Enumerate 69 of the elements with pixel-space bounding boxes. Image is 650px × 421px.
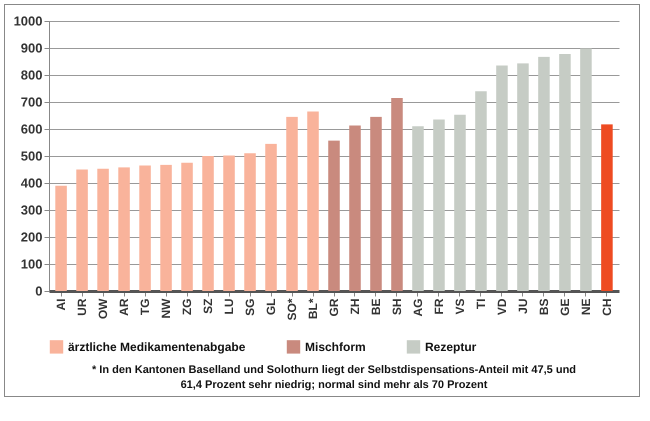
y-tick-label: 100: [20, 256, 42, 272]
bar: [97, 168, 109, 291]
bar: [517, 63, 529, 291]
bar: [454, 114, 466, 291]
x-tick-label: NW: [159, 298, 174, 318]
y-tick-label: 500: [20, 148, 42, 164]
y-tick-label: 900: [20, 40, 42, 56]
bar: [202, 156, 214, 291]
x-tick-label: SH: [390, 298, 404, 316]
y-tick-label: 800: [20, 68, 42, 82]
x-tick-label: BS: [536, 298, 551, 316]
x-tick-label: BL*: [306, 298, 320, 320]
bar: [601, 124, 613, 291]
bar: [139, 165, 151, 291]
bar: [286, 116, 298, 291]
bar: [76, 170, 88, 291]
bar: [118, 167, 130, 291]
bar: [370, 116, 382, 291]
y-tick-label: 200: [20, 230, 42, 244]
legend-label: ärztliche Medikamentenabgabe: [68, 340, 246, 354]
x-tick-label: AR: [117, 298, 132, 316]
x-tick-label: SZ: [201, 298, 216, 314]
x-tick-label: ZH: [348, 298, 362, 314]
bar: [391, 98, 403, 291]
x-tick-label: TI: [474, 298, 488, 310]
bar: [559, 54, 571, 291]
y-tick-label: 600: [20, 122, 42, 136]
x-tick-label: ZG: [180, 298, 194, 316]
y-tick-label: 400: [20, 176, 42, 190]
bar: [328, 140, 340, 291]
bar: [538, 56, 550, 291]
x-tick-label: OW: [96, 298, 110, 320]
x-tick-label: SO*: [285, 298, 300, 321]
x-tick-label: GR: [327, 298, 341, 316]
x-tick-label: FR: [432, 298, 446, 314]
x-tick-label: GE: [558, 298, 572, 316]
bar: [265, 144, 277, 291]
bar: [244, 153, 256, 291]
x-tick-label: AG: [410, 298, 425, 316]
y-tick-label: 1000: [14, 14, 42, 28]
bar: [181, 162, 193, 291]
x-tick-label: BE: [368, 298, 383, 316]
legend-label: Rezeptur: [425, 340, 477, 354]
bar: [307, 111, 319, 291]
x-tick-label: GL: [264, 298, 278, 316]
x-tick-label: CH: [600, 298, 614, 316]
x-tick-label: UR: [75, 298, 90, 316]
x-tick-label: TG: [138, 298, 152, 316]
x-tick-label: VD: [494, 298, 509, 316]
bar: [223, 155, 235, 291]
bar: [475, 91, 487, 291]
bar: [580, 48, 592, 291]
bar: [433, 120, 445, 291]
bar: [349, 125, 361, 291]
x-tick-label: LU: [222, 298, 236, 314]
x-tick-label: VS: [452, 298, 467, 315]
legend-label: Mischform: [305, 340, 366, 354]
x-tick-label: SG: [243, 298, 258, 316]
text: * In den Kantonen Baselland und Solothurn liegt der Selbstdispensations-Anteil mit 47,5 und 61,4 Prozent sehr niedrig; normal sind mehr als 70 Prozent: [92, 364, 576, 391]
x-tick-label: NE: [578, 298, 593, 316]
y-tick-label: 0: [35, 284, 42, 298]
bar: [412, 126, 424, 291]
y-tick-label: 700: [20, 94, 42, 110]
x-tick-label: AI: [54, 298, 68, 310]
bar: [55, 186, 67, 291]
bar: [496, 66, 508, 291]
x-tick-label: JU: [516, 298, 530, 314]
y-tick-label: 300: [20, 202, 42, 218]
bar: [160, 164, 172, 291]
